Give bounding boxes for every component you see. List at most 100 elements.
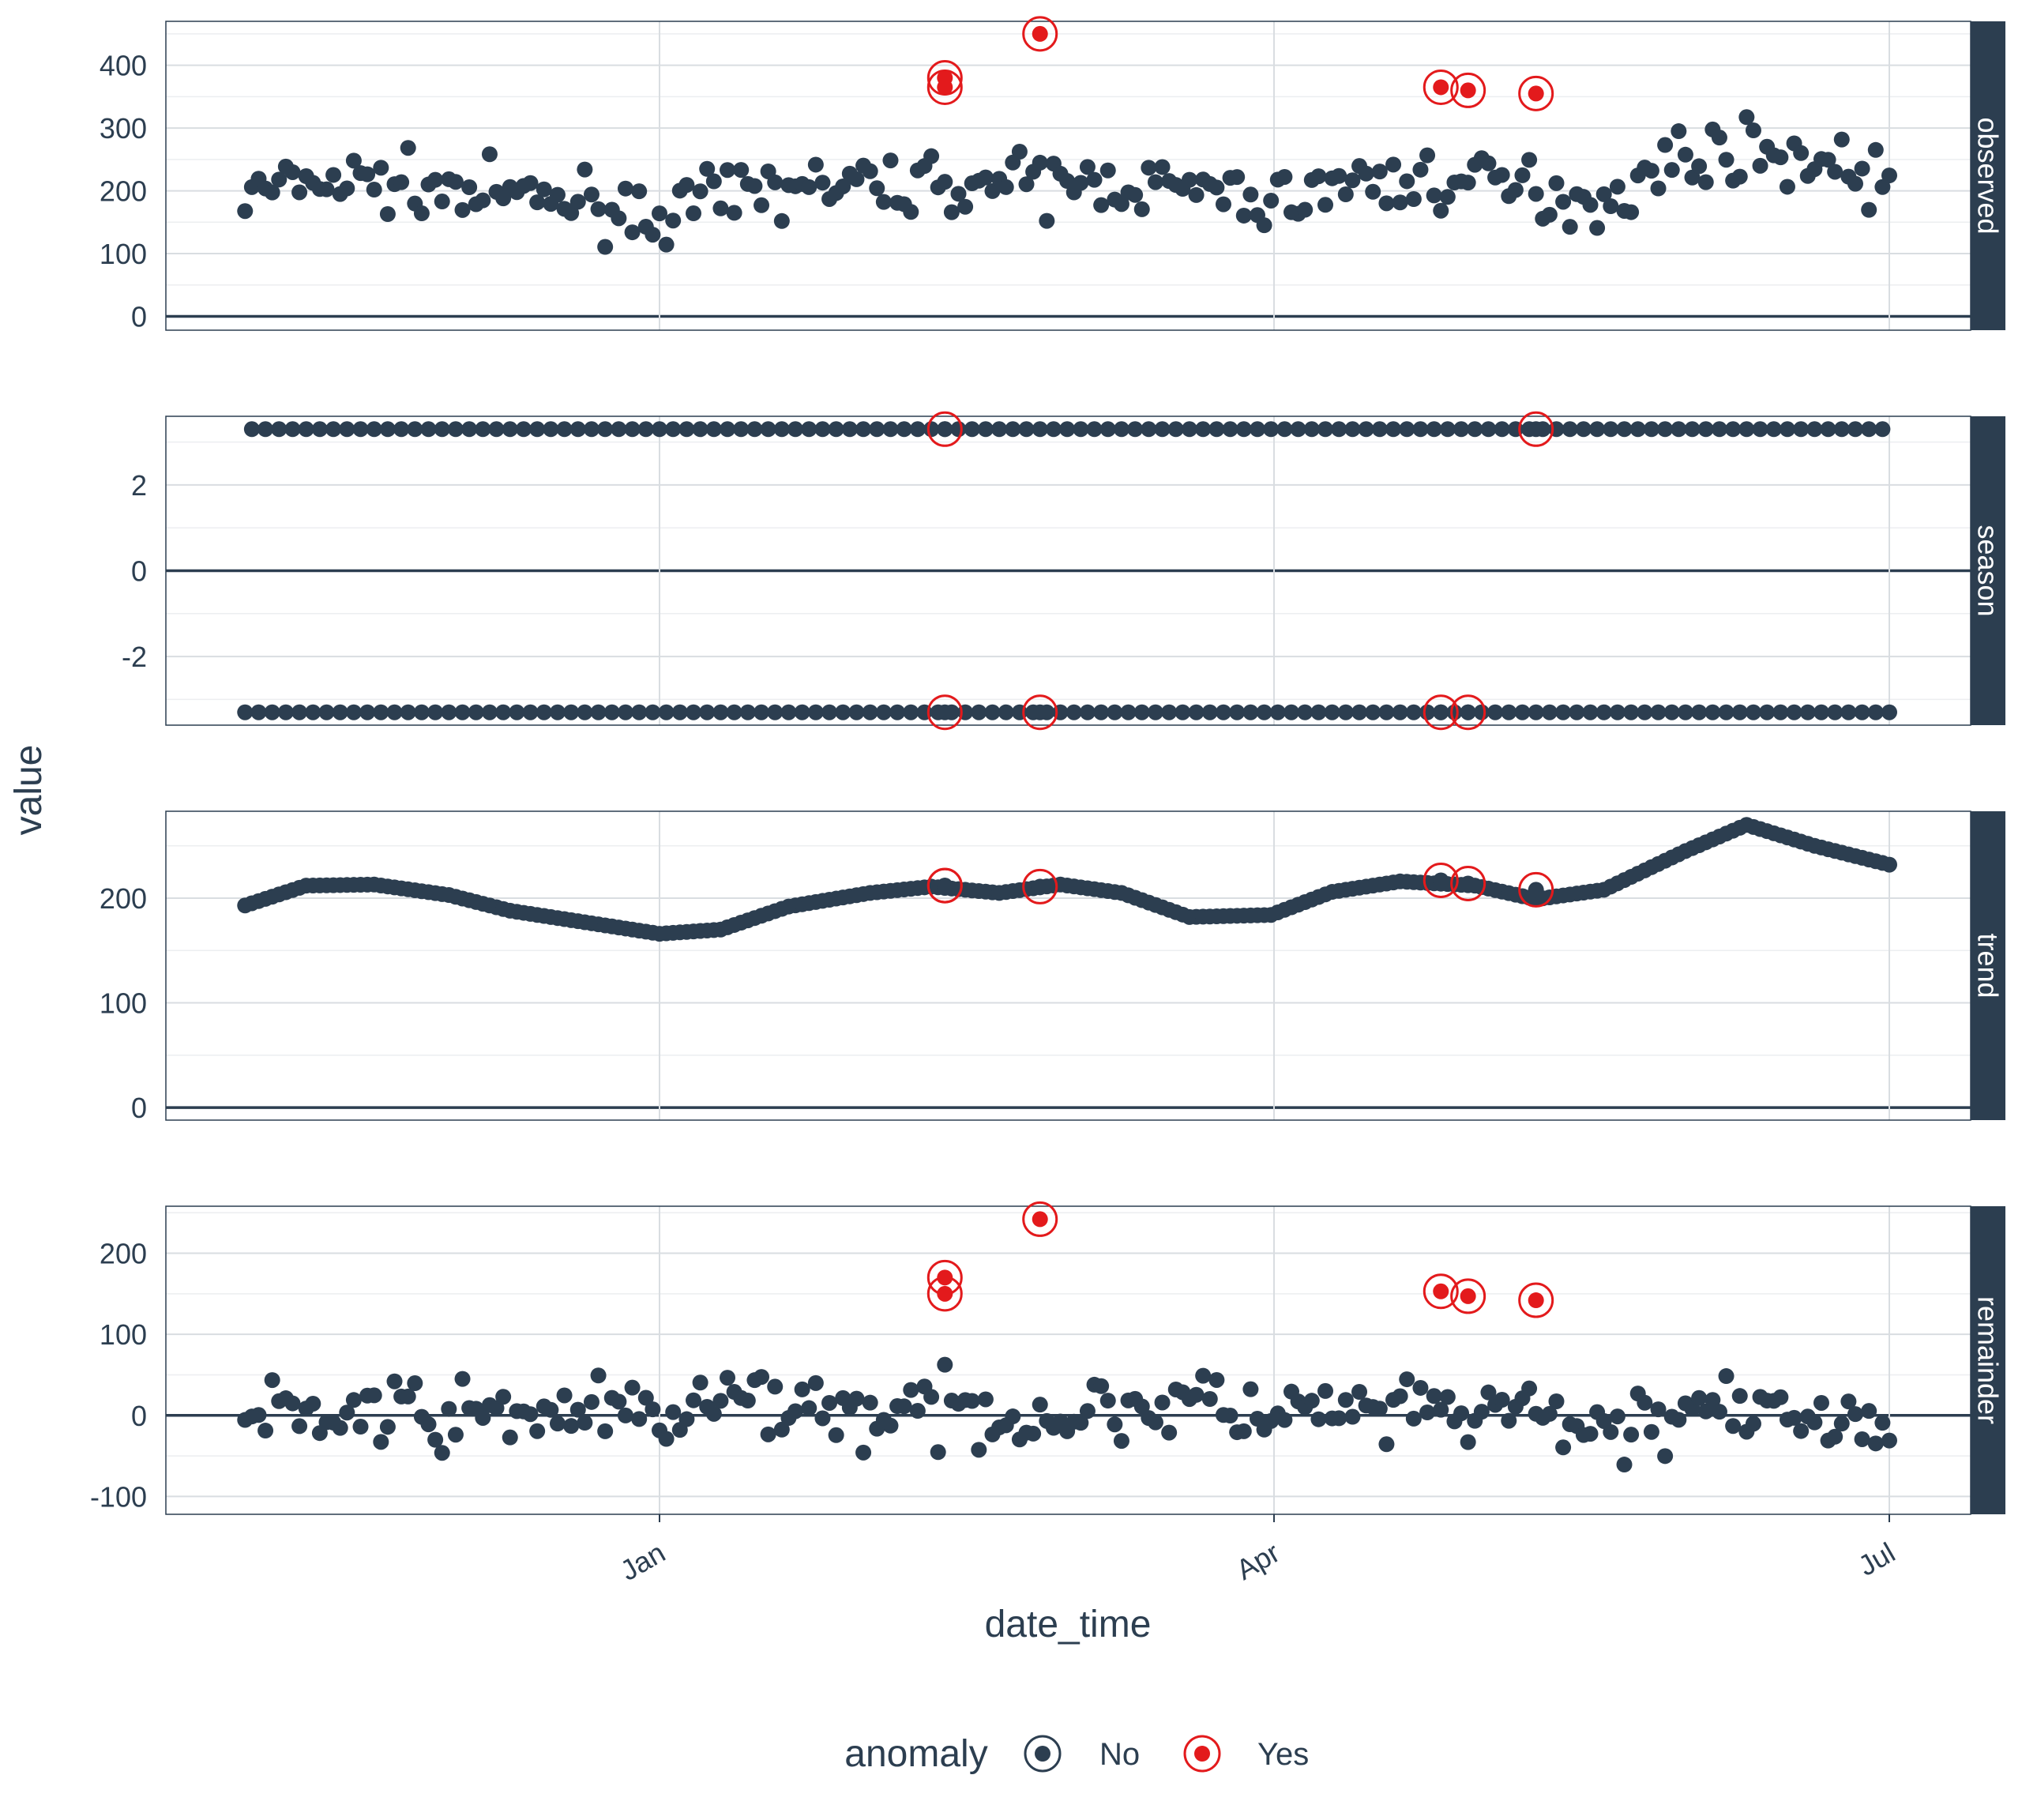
data-point (1385, 421, 1402, 438)
data-point (549, 704, 566, 720)
data-point (311, 421, 328, 438)
data-point (1874, 1415, 1891, 1431)
anomaly-ring (1022, 868, 1058, 904)
data-point (1412, 161, 1429, 178)
data-point (1521, 152, 1538, 168)
data-point (243, 421, 260, 438)
data-point (332, 1420, 348, 1436)
data-point (835, 704, 851, 720)
data-point (1541, 704, 1558, 720)
data-point (903, 704, 919, 720)
data-point (1222, 421, 1238, 438)
data-point (1881, 704, 1897, 720)
data-point (1426, 421, 1442, 438)
data-point (1073, 421, 1089, 438)
data-point (1371, 421, 1388, 438)
x-axis-title: date_time (985, 1604, 1152, 1645)
data-point (1310, 704, 1327, 720)
data-point (1079, 1403, 1096, 1420)
data-point (597, 1423, 614, 1439)
data-point (760, 421, 776, 438)
data-point (733, 162, 750, 179)
data-point (699, 160, 716, 177)
anomaly-point (1528, 882, 1544, 898)
data-point (869, 421, 885, 438)
data-point (1793, 145, 1810, 161)
data-point (1867, 704, 1884, 720)
data-point (1874, 421, 1891, 438)
y-tick-label: -100 (90, 1480, 147, 1513)
data-point (773, 1421, 790, 1438)
data-point (720, 421, 736, 438)
data-point (1786, 704, 1802, 720)
data-point (807, 1374, 824, 1391)
data-point (461, 421, 478, 438)
data-point (1779, 179, 1795, 195)
anomaly-point (1460, 1288, 1476, 1304)
data-point (652, 421, 667, 438)
data-point (250, 704, 267, 720)
data-point (984, 182, 1001, 199)
data-point (590, 704, 607, 720)
data-point (1399, 1371, 1415, 1388)
data-point (1684, 421, 1701, 438)
data-point (556, 421, 573, 438)
data-point (1181, 421, 1197, 438)
data-point (1582, 197, 1599, 213)
data-point (1351, 704, 1368, 720)
data-point (1358, 165, 1374, 182)
data-point (1276, 421, 1293, 438)
data-point (1242, 186, 1259, 203)
data-point (1671, 1412, 1687, 1428)
data-point (1657, 421, 1674, 438)
data-point (366, 182, 382, 198)
data-point (787, 421, 804, 438)
y-tick-label: 400 (100, 50, 147, 82)
data-point (1806, 1414, 1823, 1431)
data-point (250, 1407, 267, 1423)
data-point (1514, 704, 1531, 720)
data-point (305, 1395, 321, 1412)
anomaly-point (1433, 704, 1449, 720)
data-point (379, 206, 396, 223)
data-point (821, 704, 838, 720)
data-point (1079, 704, 1096, 720)
data-point (583, 1393, 599, 1410)
data-point (1310, 1411, 1327, 1427)
data-point (1603, 421, 1619, 438)
data-point (522, 1406, 539, 1423)
data-point (1317, 421, 1334, 438)
data-point (1562, 421, 1578, 438)
data-point (1677, 146, 1693, 163)
data-point (1603, 198, 1619, 215)
legend-key-no (1024, 1735, 1062, 1773)
data-point (339, 1404, 355, 1421)
data-point (1528, 704, 1544, 720)
data-point (841, 421, 858, 438)
data-point (909, 1403, 926, 1420)
data-point (767, 704, 784, 720)
data-point (1711, 1404, 1727, 1420)
data-point (1820, 421, 1836, 438)
data-point (624, 224, 641, 241)
data-point (1344, 1408, 1361, 1425)
data-point (1093, 1378, 1110, 1394)
data-point (637, 421, 654, 438)
data-point (937, 1356, 953, 1373)
data-point (1507, 182, 1524, 198)
data-point (495, 704, 512, 720)
data-point (645, 704, 661, 720)
data-point (862, 1394, 878, 1411)
data-point (549, 1416, 566, 1432)
data-point (1297, 704, 1314, 720)
data-point (1269, 704, 1286, 720)
data-point (1222, 1408, 1238, 1424)
data-point (488, 421, 505, 438)
data-point (1331, 167, 1347, 184)
data-point (1772, 704, 1789, 720)
data-point (434, 194, 450, 210)
x-tick-label: Jul (1853, 1536, 1900, 1582)
data-point (577, 1415, 593, 1431)
data-point (1079, 159, 1096, 175)
data-point (515, 421, 532, 438)
